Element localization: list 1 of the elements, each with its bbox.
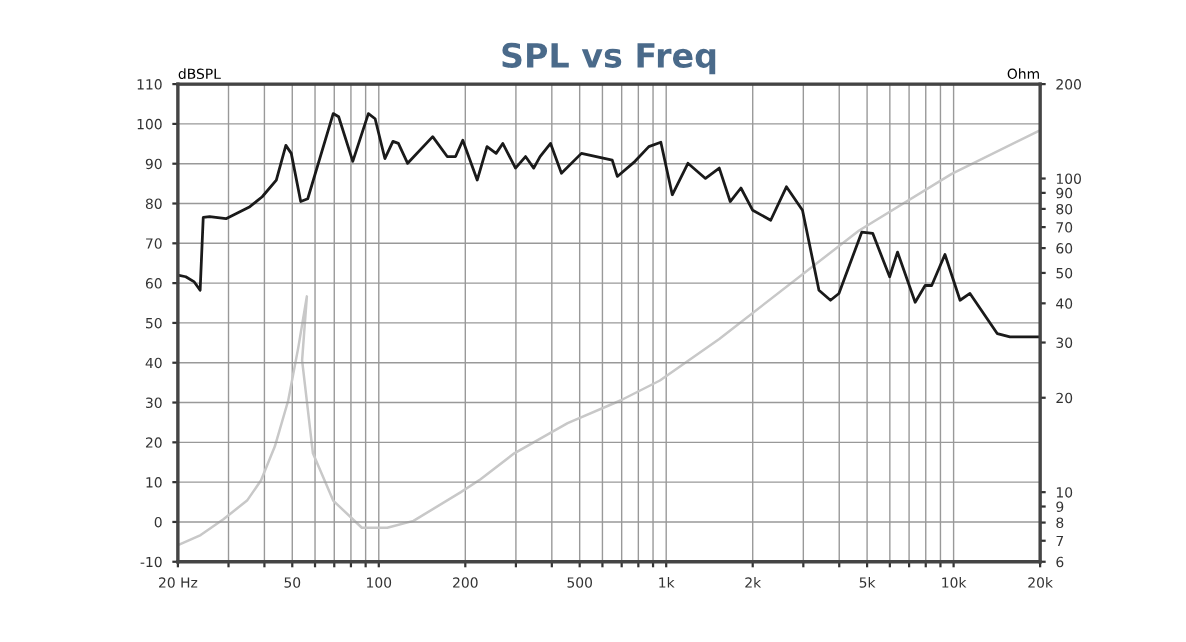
chart-title: SPL vs Freq xyxy=(502,42,716,75)
